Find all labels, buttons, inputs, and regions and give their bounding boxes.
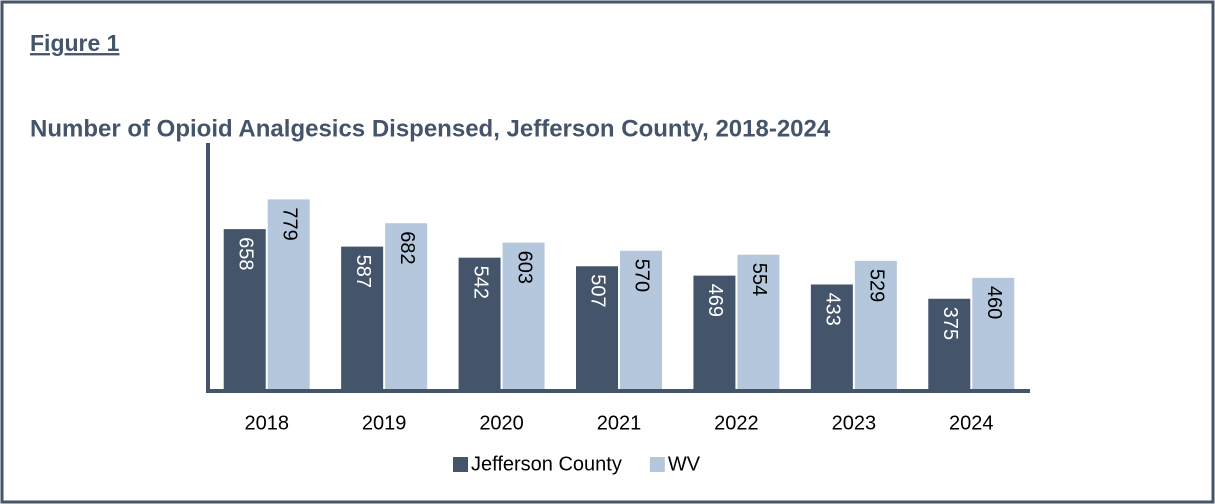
value-label: 529 [866,269,888,302]
legend-label: Jefferson County [471,453,622,475]
value-label: 542 [469,266,491,299]
value-label: 460 [983,286,1005,319]
bar [737,254,780,391]
bar [458,257,501,391]
bar [854,260,897,391]
x-tick-label: 2023 [832,412,877,434]
bar [620,250,662,391]
bar [810,284,853,391]
value-label: 469 [704,284,726,317]
x-tick-label: 2024 [949,412,994,434]
figure-label: Figure 1 [30,30,120,56]
value-label: 554 [748,263,770,296]
legend-label: WV [668,453,701,475]
value-label: 433 [822,292,844,325]
value-label: 779 [278,207,300,240]
x-tick-label: 2021 [597,412,642,434]
legend-swatch [649,457,665,472]
bar [576,266,618,391]
value-label: 603 [513,251,535,284]
value-label: 682 [396,231,418,264]
value-label: 587 [352,255,374,288]
bar [502,242,545,391]
bar [267,199,310,391]
bar [223,229,266,391]
value-label: 375 [939,307,961,340]
x-tick-label: 2022 [714,412,759,434]
bar [693,275,736,391]
value-label: 570 [631,259,653,292]
x-tick-label: 2018 [244,412,289,434]
x-tick-label: 2019 [362,412,407,434]
x-tick-label: 2020 [479,412,524,434]
value-label: 507 [587,274,609,307]
legend-swatch [453,457,468,472]
chart-title: Number of Opioid Analgesics Dispensed, J… [30,115,831,142]
bar [928,298,971,391]
bar [972,277,1015,391]
value-label: 658 [234,237,256,270]
bar [385,223,428,391]
bar [341,246,384,391]
